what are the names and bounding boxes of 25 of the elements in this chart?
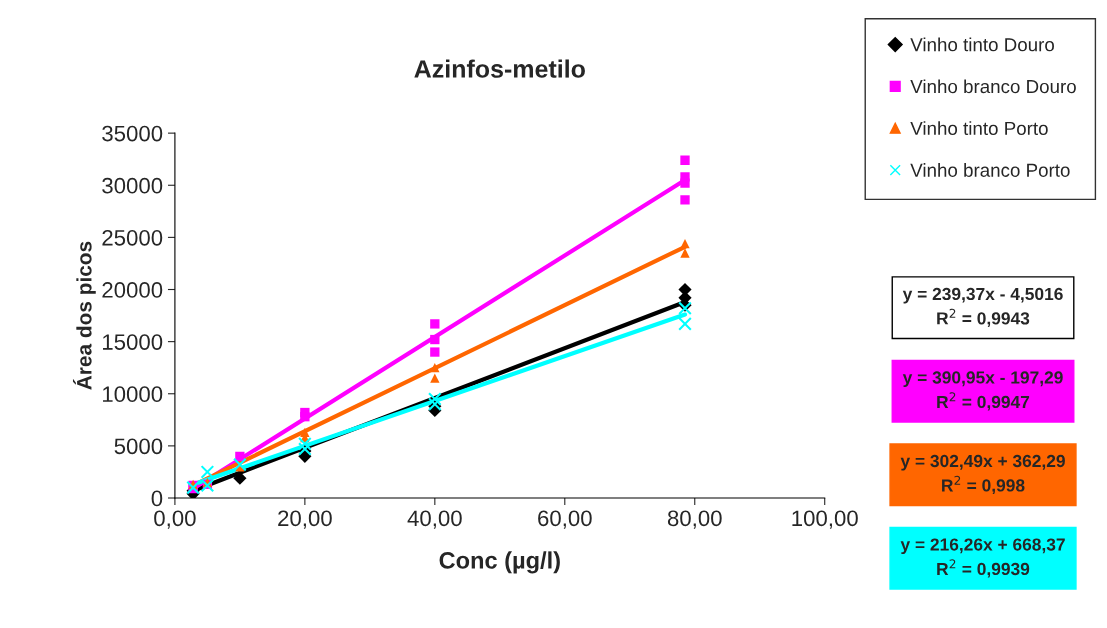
x-tick-label: 60,00 — [538, 510, 592, 529]
text: y = 216,26x + 668,37 R$^{2}$ = 0,9939 — [900, 538, 1065, 578]
text: y = 390,95x - 197,29 R$^{2}$ = 0,9947 — [902, 371, 1063, 411]
y-tick-label: 35000 — [102, 125, 163, 142]
y-tick-label: 10000 — [103, 386, 163, 403]
x-tick-label: 80,00 — [667, 510, 722, 529]
y-tick-label: 0 — [151, 490, 163, 507]
legend-label: Vinho tinto Douro — [910, 37, 1054, 52]
y-tick-label: 5000 — [114, 438, 163, 455]
legend-label: Vinho tinto Porto — [910, 121, 1048, 136]
y-axis-title: Área dos picos — [72, 241, 96, 390]
x-tick-label: 20,00 — [278, 510, 332, 529]
y-tick-label: 15000 — [103, 334, 163, 350]
y-tick-label: 30000 — [102, 177, 163, 194]
y-tick-label: 20000 — [102, 282, 163, 298]
x-tick-label: 40,00 — [407, 510, 462, 529]
legend-label: Vinho branco Porto — [910, 163, 1070, 177]
chart-title: Azinfos-metilo — [414, 59, 585, 78]
x-tick-label: 0,00 — [154, 510, 196, 529]
y-tick-label: 25000 — [102, 229, 163, 246]
legend-label: Vinho branco Douro — [910, 79, 1076, 94]
text: y = 239,37x - 4,5016 R$^{2}$ = 0,9943 — [902, 287, 1063, 328]
text: y = 302,49x + 362,29 R$^{2}$ = 0,998 — [900, 454, 1065, 495]
x-axis-title: Conc (µg/l) — [439, 551, 560, 574]
x-tick-label: 100,00 — [792, 510, 858, 529]
